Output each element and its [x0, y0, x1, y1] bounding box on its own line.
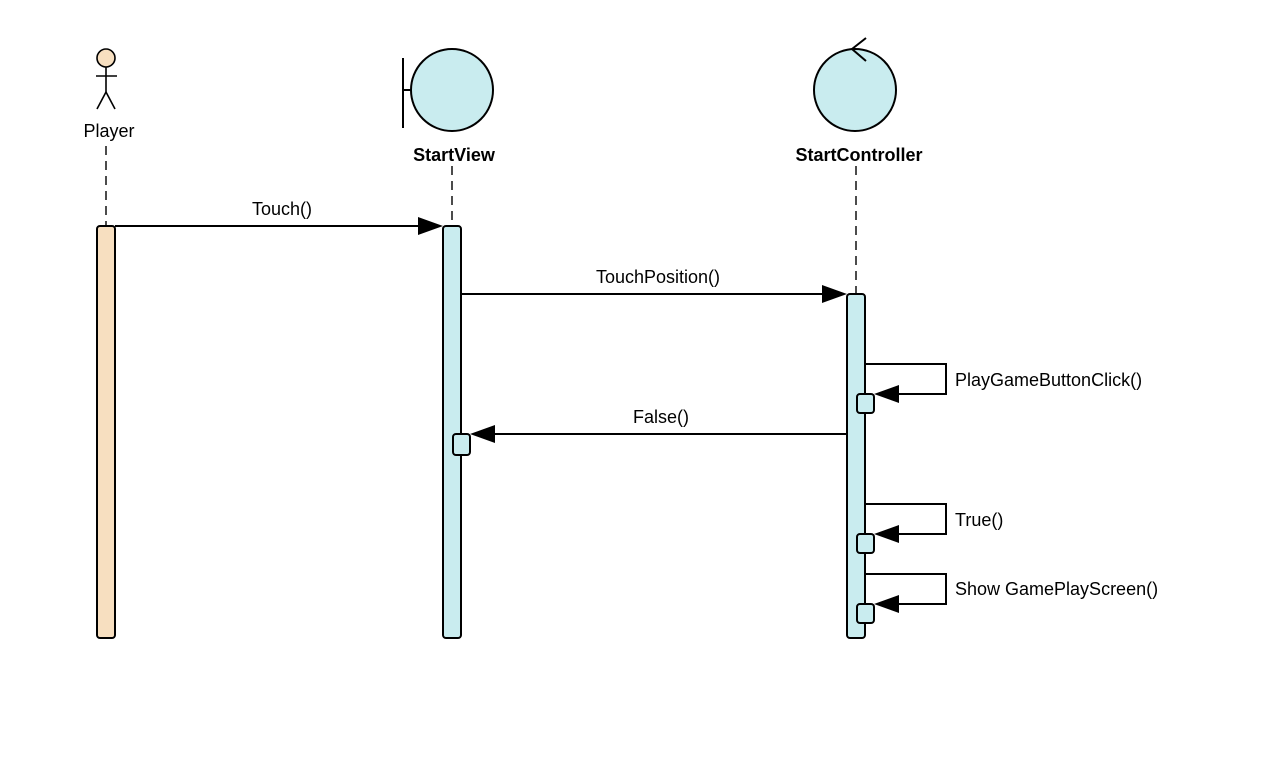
message-label-showgameplayscreen: Show GamePlayScreen()	[955, 579, 1158, 599]
message-showgameplayscreen: Show GamePlayScreen()	[865, 573, 1158, 613]
message-label-touch: Touch()	[252, 199, 312, 219]
message-touch: Touch()	[115, 199, 443, 235]
arrow-head-icon	[874, 525, 899, 543]
arrow-head-icon	[418, 217, 443, 235]
activation-bar-player	[96, 225, 116, 639]
message-line	[865, 503, 947, 535]
arrow-head-icon	[470, 425, 495, 443]
message-line	[865, 363, 947, 395]
message-label-false: False()	[633, 407, 689, 427]
message-false: False()	[470, 407, 847, 443]
participant-player: Player	[83, 48, 135, 639]
message-label-touchposition: TouchPosition()	[596, 267, 720, 287]
arrow-head-icon	[874, 595, 899, 613]
actor-icon	[96, 48, 117, 110]
participant-startcontroller: StartController	[795, 37, 923, 639]
message-line	[865, 573, 947, 605]
message-label-playgamebuttonclick: PlayGameButtonClick()	[955, 370, 1142, 390]
activation-bar-startcontroller-nested-3	[856, 603, 875, 624]
arrow-head-icon	[874, 385, 899, 403]
message-playgamebuttonclick: PlayGameButtonClick()	[865, 363, 1142, 403]
participant-name-player: Player	[83, 121, 134, 141]
arrow-head-icon	[822, 285, 847, 303]
activation-bar-startcontroller-nested-2	[856, 533, 875, 554]
activation-bar-startview	[442, 225, 462, 639]
message-true: True()	[865, 503, 1003, 543]
participant-name-startcontroller: StartController	[795, 145, 922, 165]
activation-bar-startview-nested	[452, 433, 471, 456]
participant-name-startview: StartView	[413, 145, 496, 165]
control-icon	[813, 37, 897, 132]
boundary-icon	[402, 48, 494, 132]
message-label-true: True()	[955, 510, 1003, 530]
message-touchposition: TouchPosition()	[461, 267, 847, 303]
activation-bar-startcontroller	[846, 293, 866, 639]
participant-startview: StartView	[402, 48, 496, 639]
activation-bar-startcontroller-nested-1	[856, 393, 875, 414]
